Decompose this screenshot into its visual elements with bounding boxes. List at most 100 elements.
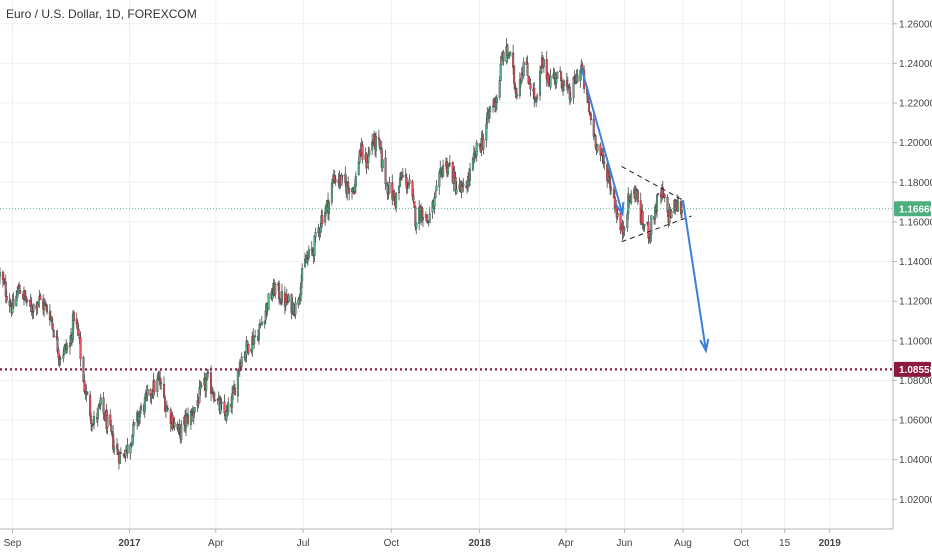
candle-up bbox=[542, 59, 545, 68]
y-tick-label: 1.26000 bbox=[899, 19, 932, 30]
candle-down bbox=[220, 402, 223, 404]
candle-down bbox=[110, 425, 113, 432]
y-tick-label: 1.02000 bbox=[899, 495, 932, 506]
trend-arrow-1-head bbox=[614, 201, 625, 217]
trend-arrow-2-head bbox=[699, 338, 710, 354]
candle-up bbox=[643, 224, 646, 227]
candle-down bbox=[514, 84, 517, 88]
candle-down bbox=[589, 113, 592, 121]
candle-up bbox=[482, 139, 485, 150]
gridlines bbox=[0, 0, 893, 529]
x-tick-label: Oct bbox=[734, 538, 750, 549]
level-price-badge: 1.08558 bbox=[899, 365, 932, 376]
candle-up bbox=[499, 63, 502, 82]
candle-up bbox=[354, 175, 357, 187]
candle-down bbox=[89, 394, 92, 417]
candle-down bbox=[247, 344, 250, 354]
candle-down bbox=[12, 298, 15, 308]
candle-up bbox=[253, 337, 256, 345]
candle-up bbox=[572, 77, 575, 98]
candle-down bbox=[529, 83, 532, 90]
candle-down bbox=[513, 66, 516, 84]
candle-down bbox=[90, 416, 93, 424]
candle-up bbox=[66, 345, 69, 350]
candle-up bbox=[260, 321, 263, 326]
candle-up bbox=[569, 98, 572, 101]
candle-up bbox=[630, 193, 633, 204]
candle-down bbox=[153, 380, 156, 392]
candle-up bbox=[254, 335, 257, 337]
candle-up bbox=[375, 136, 378, 151]
y-tick-label: 1.16000 bbox=[899, 217, 932, 228]
candle-up bbox=[294, 302, 297, 315]
x-tick-label: Oct bbox=[384, 538, 400, 549]
candle-up bbox=[113, 446, 116, 452]
candle-up bbox=[341, 174, 344, 177]
candle-up bbox=[596, 143, 599, 151]
candle-up bbox=[231, 393, 234, 408]
candle-down bbox=[361, 144, 364, 160]
candle-up bbox=[180, 424, 183, 440]
y-tick-label: 1.10000 bbox=[899, 336, 932, 347]
candle-down bbox=[384, 157, 387, 185]
x-tick-label: 2019 bbox=[819, 538, 842, 549]
candle-down bbox=[587, 101, 590, 112]
candle-up bbox=[59, 357, 62, 360]
x-tick-label: Apr bbox=[558, 538, 574, 549]
candle-up bbox=[287, 295, 290, 302]
candle-up bbox=[435, 185, 438, 191]
candle-up bbox=[616, 213, 619, 217]
current-price-badge-bg bbox=[894, 201, 931, 217]
y-tick-label: 1.18000 bbox=[899, 178, 932, 189]
candle-down bbox=[163, 384, 166, 398]
candle-down bbox=[51, 323, 54, 329]
candle-down bbox=[86, 392, 89, 395]
candle-up bbox=[388, 181, 391, 194]
candle-down bbox=[603, 161, 606, 164]
candle-down bbox=[79, 337, 82, 360]
x-tick-label: Jul bbox=[297, 538, 310, 549]
triangle-lower-line bbox=[621, 215, 692, 243]
y-tick-label: 1.06000 bbox=[899, 416, 932, 427]
candle-up bbox=[522, 61, 525, 77]
candle-up bbox=[267, 293, 270, 311]
candle-down bbox=[186, 414, 189, 424]
candle-down bbox=[610, 187, 613, 191]
candle-up bbox=[193, 407, 196, 413]
candle-up bbox=[556, 71, 559, 80]
candle-up bbox=[304, 258, 307, 268]
x-tick-label: 2018 bbox=[468, 538, 491, 549]
candle-up bbox=[0, 272, 2, 277]
candle-up bbox=[166, 408, 169, 410]
candle-up bbox=[92, 416, 95, 425]
candle-up bbox=[160, 382, 163, 385]
candle-down bbox=[425, 214, 428, 222]
candle-down bbox=[119, 452, 122, 454]
candle-down bbox=[594, 135, 597, 148]
candle-up bbox=[328, 202, 331, 215]
candle-down bbox=[347, 181, 350, 188]
candle-down bbox=[46, 305, 49, 313]
candle-up bbox=[401, 175, 404, 177]
candle-up bbox=[539, 71, 542, 96]
chart-title: Euro / U.S. Dollar, 1D, FOREXCOM bbox=[6, 7, 197, 21]
candle-down bbox=[663, 194, 666, 198]
candle-up bbox=[139, 411, 142, 417]
candle-down bbox=[462, 183, 465, 187]
candle-up bbox=[173, 421, 176, 427]
candle-down bbox=[5, 296, 8, 301]
candle-down bbox=[223, 401, 226, 414]
candle-up bbox=[232, 389, 235, 394]
x-tick-label: 15 bbox=[779, 538, 791, 549]
candle-up bbox=[156, 378, 159, 392]
current-price-badge: 1.16666 bbox=[899, 205, 932, 216]
candle-down bbox=[39, 294, 42, 301]
candle-down bbox=[526, 63, 529, 76]
y-tick-label: 1.20000 bbox=[899, 138, 932, 149]
candle-up bbox=[677, 201, 680, 212]
candle-down bbox=[666, 196, 669, 212]
candle-up bbox=[408, 179, 411, 184]
candle-down bbox=[102, 397, 105, 414]
